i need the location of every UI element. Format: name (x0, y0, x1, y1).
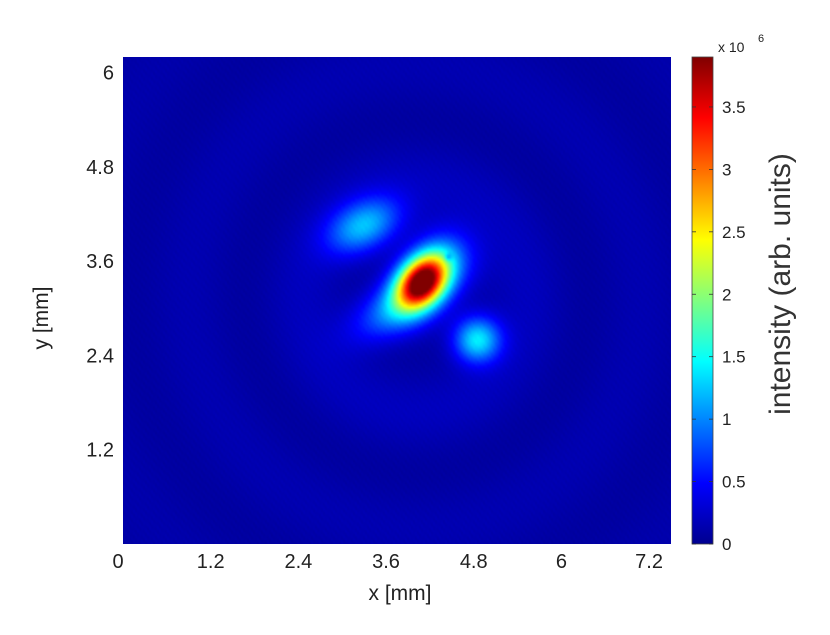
colorbar-label: intensity (arb. units) (764, 153, 797, 415)
x-axis-label: x [mm] (369, 582, 432, 605)
x-tick-label: 0 (112, 551, 123, 573)
y-tick-label: 3.6 (86, 251, 114, 273)
colorbar-tick-label: 0.5 (722, 473, 746, 492)
colorbar-tick-label: 0 (722, 535, 731, 554)
colorbar-tick-label: 1.5 (722, 348, 746, 367)
y-axis-label: y [mm] (30, 287, 53, 350)
y-axis-ticks: 1.2 2.4 3.6 4.8 6 (86, 63, 114, 462)
x-tick-label: 1.2 (197, 551, 225, 573)
colorbar-tick-label: 2.5 (722, 223, 746, 242)
x-tick-label: 2.4 (284, 551, 312, 573)
y-tick-label: 4.8 (86, 157, 114, 179)
colorbar-ticks: 0 0.5 1 1.5 2 2.5 3 3.5 (692, 98, 746, 554)
colorbar-tick-label: 3.5 (722, 98, 746, 117)
x-axis-ticks: 0 1.2 2.4 3.6 4.8 6 7.2 (112, 551, 663, 573)
heatmap-area (123, 57, 671, 544)
colorbar (692, 57, 713, 544)
colorbar-tick-label: 3 (722, 160, 731, 179)
colorbar-scale-base: x 10 (718, 39, 745, 55)
x-tick-label: 7.2 (635, 551, 663, 573)
y-tick-label: 2.4 (86, 345, 114, 367)
colorbar-tick-label: 1 (722, 410, 731, 429)
colorbar-scale-exponent: 6 (758, 33, 764, 45)
y-tick-label: 1.2 (86, 440, 114, 462)
y-tick-label: 6 (103, 63, 114, 85)
x-tick-label: 4.8 (460, 551, 488, 573)
x-tick-label: 6 (556, 551, 567, 573)
x-tick-label: 3.6 (372, 551, 400, 573)
colorbar-tick-label: 2 (722, 285, 731, 304)
colorbar-frame (691, 56, 714, 545)
heatmap-image (123, 57, 671, 544)
